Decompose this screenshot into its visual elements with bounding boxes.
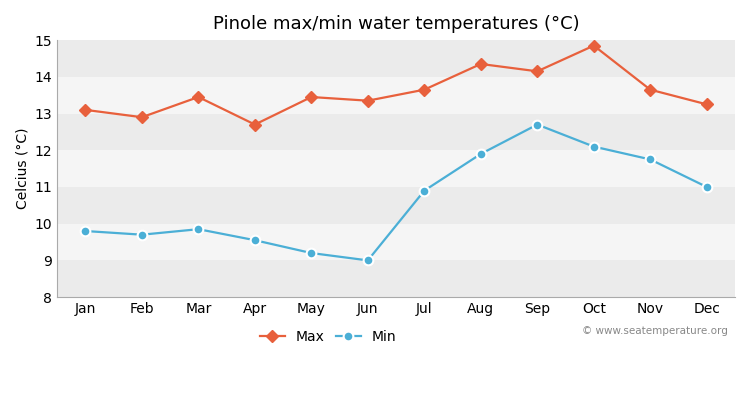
Max [476, 62, 485, 66]
Bar [57, 187, 735, 224]
Min [251, 238, 260, 242]
Min [194, 227, 203, 232]
Min [81, 229, 90, 234]
Max [251, 122, 260, 127]
Min [646, 157, 655, 162]
Min [532, 122, 542, 127]
Max [363, 98, 372, 103]
Max [532, 69, 542, 74]
Min [702, 184, 711, 189]
Max [420, 87, 429, 92]
Max [590, 43, 598, 48]
Text: © www.seatemperature.org: © www.seatemperature.org [582, 326, 728, 336]
Bar [57, 114, 735, 150]
Max [194, 95, 203, 100]
Min [307, 251, 316, 256]
Line: Min: Min [80, 120, 712, 265]
Bar [57, 150, 735, 187]
Line: Max: Max [81, 42, 711, 129]
Bar [57, 40, 735, 77]
Min [476, 152, 485, 156]
Min [363, 258, 372, 263]
Bar [57, 260, 735, 297]
Legend: Max, Min: Max, Min [254, 324, 402, 349]
Max [307, 95, 316, 100]
Bar [57, 77, 735, 114]
Max [137, 115, 146, 120]
Title: Pinole max/min water temperatures (°C): Pinole max/min water temperatures (°C) [213, 15, 580, 33]
Max [646, 87, 655, 92]
Max [702, 102, 711, 107]
Min [590, 144, 598, 149]
Y-axis label: Celcius (°C): Celcius (°C) [15, 128, 29, 209]
Bar [57, 224, 735, 260]
Min [420, 188, 429, 193]
Min [137, 232, 146, 237]
Max [81, 108, 90, 112]
